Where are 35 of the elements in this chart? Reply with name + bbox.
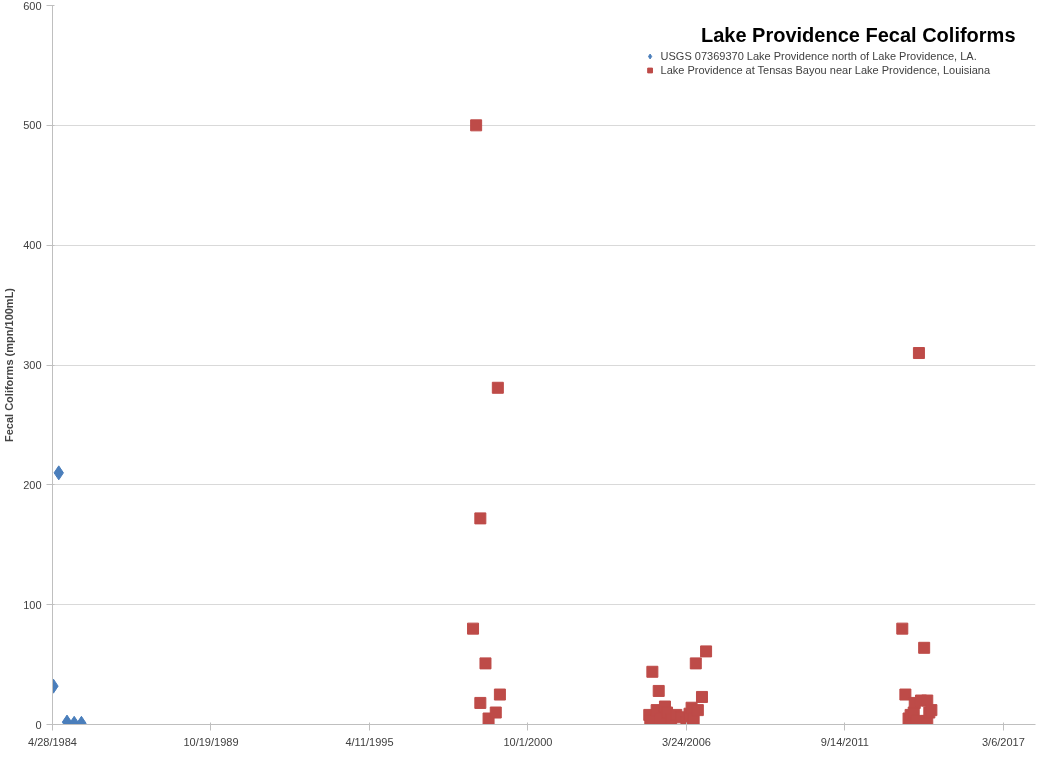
legend-label: USGS 07369370 Lake Providence north of Lake Providence, LA. <box>660 50 977 62</box>
point <box>695 690 708 703</box>
point <box>652 684 665 697</box>
point <box>474 512 487 525</box>
text: Lake Providence Fecal Coliforms <box>700 23 1016 46</box>
x-tick-label: 10/19/1989 <box>183 735 239 748</box>
point <box>912 347 925 360</box>
y-tick-label: 300 <box>23 359 42 371</box>
x-tick-label: 10/1/2000 <box>503 735 553 748</box>
point <box>646 665 659 678</box>
point <box>467 622 480 635</box>
y-tick-label: 600 <box>23 0 42 12</box>
y-tick-label: 500 <box>23 119 42 132</box>
y-tick-label: 0 <box>35 718 42 731</box>
y-tick-label: 200 <box>23 478 42 491</box>
point <box>700 645 713 658</box>
point <box>474 696 487 709</box>
point <box>918 641 931 654</box>
x-tick-label: 4/11/1995 <box>345 735 394 748</box>
y-tick-label: 400 <box>23 239 42 252</box>
point <box>689 657 702 670</box>
point <box>491 381 504 394</box>
point <box>479 657 492 670</box>
y-tick-label: 100 <box>23 598 42 611</box>
point <box>493 688 506 701</box>
y-axis-title: Fecal Coliforms (mpn/100mL) <box>3 287 16 443</box>
point <box>896 622 909 635</box>
legend-label: Lake Providence at Tensas Bayou near Lake Providence, Louisiana <box>660 64 990 76</box>
x-tick-label: 3/6/2017 <box>982 735 1025 748</box>
x-tick-label: 9/14/2011 <box>820 735 869 748</box>
point <box>470 119 483 132</box>
x-tick-label: 4/28/1984 <box>28 735 77 748</box>
point <box>899 688 912 701</box>
point <box>489 706 502 719</box>
x-tick-label: 3/24/2006 <box>661 735 711 748</box>
